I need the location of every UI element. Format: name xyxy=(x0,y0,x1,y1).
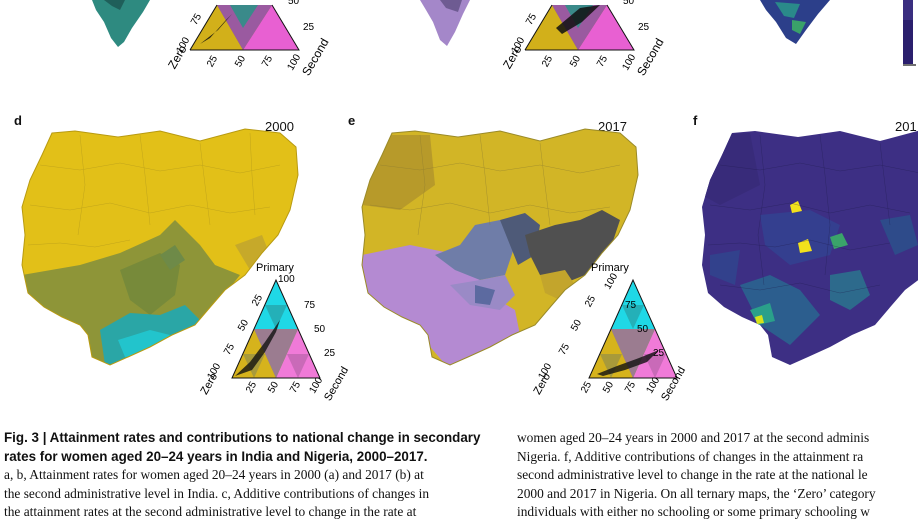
india-map-fragment-a-dark xyxy=(104,0,125,10)
caption-line: second administrative level to change in… xyxy=(517,467,868,483)
ternary-legend-e-labels: Primary 100 25 50 75 75 50 25 100 25 50 … xyxy=(531,262,697,404)
caption-title-line: Fig. 3 | Attainment rates and contributi… xyxy=(4,429,480,448)
panel-year-e: 2017 xyxy=(598,119,627,134)
tick-label: 50 xyxy=(266,379,282,396)
axis-label-primary: Primary xyxy=(256,262,294,274)
tick-label: 100 xyxy=(278,274,295,285)
top-strip xyxy=(92,0,916,66)
map-nigeria-2000 xyxy=(21,128,299,366)
tick-label: 25 xyxy=(579,379,595,396)
caption-line: Nigeria. f, Additive contributions of ch… xyxy=(517,448,864,464)
ternary-legend-e xyxy=(588,278,678,379)
tick-label: 25 xyxy=(250,292,266,309)
panel-letter-e: e xyxy=(348,113,356,128)
axis-label-second: Second xyxy=(659,364,689,404)
india-map-fragment-b-dark xyxy=(440,0,462,12)
caption-title: Attainment rates and contributions to na… xyxy=(49,430,481,445)
tick-label: 50 xyxy=(637,324,649,335)
panel-year-d: 2000 xyxy=(265,119,294,134)
tick-label: 100 xyxy=(307,375,326,396)
caption-line: the attainment rates at the second admin… xyxy=(4,504,417,520)
tick-label: 75 xyxy=(288,379,304,396)
tick-label: 75 xyxy=(304,300,316,311)
ternary-legend-d-labels: Primary 100 25 50 75 100 75 50 25 25 50 … xyxy=(198,262,351,403)
ternary-legend-top-a xyxy=(189,4,300,51)
caption-line: 2000 and 2017 in Nigeria. On all ternary… xyxy=(517,485,876,501)
map-nigeria-contributions xyxy=(702,129,918,365)
tick-label: 50 xyxy=(236,317,252,334)
panel-letter-d: d xyxy=(14,113,22,128)
tick-label: 25 xyxy=(244,379,260,396)
tick-label: 25 xyxy=(324,348,336,359)
tick-label: 75 xyxy=(222,341,238,358)
tick-label: 50 xyxy=(569,317,585,334)
caption-fig-label: Fig. 3 | xyxy=(4,430,50,445)
ternary-legend-d xyxy=(231,278,321,379)
tick-label: 75 xyxy=(625,300,637,311)
tick-label: 100 xyxy=(644,375,663,396)
panel-letter-f: f xyxy=(693,113,698,128)
tick-label: 75 xyxy=(623,379,639,396)
tick-label: 100 xyxy=(602,271,621,292)
india-map-fragment-c-green xyxy=(792,20,806,34)
colorbar-fragment xyxy=(903,0,913,64)
panel-year-f: 201 xyxy=(895,119,917,134)
caption-line: women aged 20–24 years in 2000 and 2017 … xyxy=(517,430,870,445)
india-map-fragment-a xyxy=(92,0,150,47)
figure-caption-right: women aged 20–24 years in 2000 and 2017 … xyxy=(517,429,876,522)
tick-label: 50 xyxy=(601,379,617,396)
figure-caption-left: Fig. 3 | Attainment rates and contributi… xyxy=(4,429,480,522)
tick-label: 25 xyxy=(653,348,665,359)
caption-line: a, b, Attainment rates for women aged 20… xyxy=(4,467,424,483)
axis-label-primary: Primary xyxy=(591,262,629,274)
india-map-fragment-b xyxy=(420,0,470,46)
india-map-fragment-c-teal xyxy=(775,2,800,18)
tick-label: 50 xyxy=(314,324,326,335)
caption-line: the second administrative level in India… xyxy=(4,485,430,501)
tick-label: 25 xyxy=(583,293,599,310)
ternary-legend-top-b xyxy=(524,4,635,51)
caption-line: individuals with either no schooling or … xyxy=(517,504,870,520)
map-nigeria-2017 xyxy=(361,128,639,366)
caption-title-line-2: rates for women aged 20–24 years in Indi… xyxy=(4,448,428,464)
